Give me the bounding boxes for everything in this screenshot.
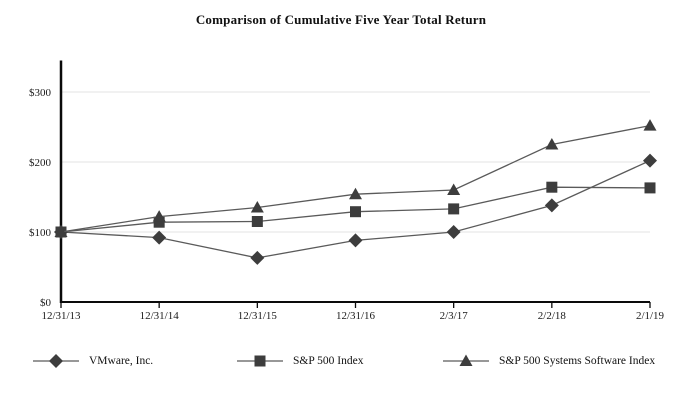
diamond-marker-icon <box>643 153 657 168</box>
y-tick-label: $0 <box>40 297 52 309</box>
legend-label: S&P 500 Systems Software Index <box>499 355 656 367</box>
square-marker-icon <box>153 216 165 228</box>
diamond-marker-icon <box>446 225 461 239</box>
diamond-marker-icon <box>152 230 167 245</box>
legend-label: VMware, Inc. <box>89 355 154 367</box>
square-marker-icon <box>644 182 656 194</box>
diamond-marker-icon <box>33 354 79 368</box>
x-tick-label: 12/31/16 <box>336 310 376 322</box>
square-marker-icon <box>254 355 266 367</box>
triangle-marker-icon <box>349 187 362 200</box>
square-marker-icon <box>546 181 558 193</box>
x-tick-label: 2/3/17 <box>440 310 469 322</box>
x-tick-label: 12/31/15 <box>238 310 278 322</box>
triangle-marker-icon <box>250 201 264 213</box>
legend: VMware, Inc. S&P 500 Index S&P 500 Syste… <box>0 352 682 376</box>
legend-item-vmware: VMware, Inc. <box>33 352 153 370</box>
diamond-marker-icon <box>348 233 363 248</box>
square-marker-icon <box>448 203 460 215</box>
legend-item-sp500-systems-software: S&P 500 Systems Software Index <box>443 352 655 370</box>
diamond-marker-icon <box>250 250 265 265</box>
triangle-marker-icon <box>459 354 473 366</box>
legend-label: S&P 500 Index <box>293 355 364 367</box>
triangle-marker-icon <box>545 138 559 150</box>
x-tick-label: 12/31/13 <box>41 310 81 322</box>
square-marker-icon <box>251 216 263 227</box>
x-tick-label: 12/31/14 <box>140 310 180 322</box>
x-tick-label: 2/1/19 <box>636 310 665 322</box>
triangle-marker-icon <box>643 119 657 131</box>
triangle-marker-icon <box>152 210 166 222</box>
square-marker-icon <box>237 355 283 367</box>
legend-item-sp500: S&P 500 Index <box>237 352 364 370</box>
triangle-marker-icon <box>54 225 68 237</box>
square-marker-icon <box>350 206 361 218</box>
y-tick-label: $100 <box>29 227 52 239</box>
x-tick-label: 2/2/18 <box>538 310 567 322</box>
triangle-marker-icon <box>443 354 489 366</box>
diamond-marker-icon <box>544 198 559 213</box>
plot-area: 12/31/13 12/31/14 12/31/15 12/31/16 2/3/17 2/… <box>29 60 665 322</box>
diamond-marker-icon <box>49 354 63 368</box>
triangle-marker-icon <box>447 183 461 195</box>
y-tick-label: $200 <box>29 157 52 169</box>
chart-title: Comparison of Cumulative Five Year Total… <box>195 12 487 27</box>
y-tick-label: $300 <box>29 87 52 99</box>
